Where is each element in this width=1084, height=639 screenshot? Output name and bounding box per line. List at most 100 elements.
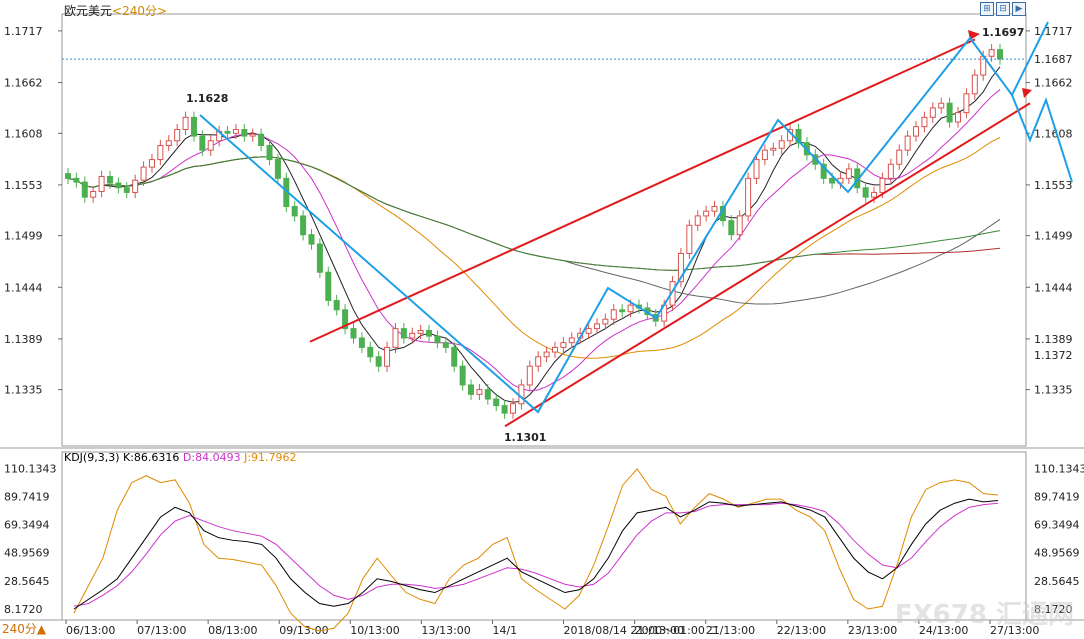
candle-body [333,299,340,311]
y-tick-label-right: 1.1389 [1034,333,1073,346]
candle-body [585,328,592,334]
ma10-line [67,89,1001,392]
candle-body [904,135,911,151]
kdj-tick-label-left: 110.1343 [4,463,57,476]
candle-body [778,140,785,149]
zoom-out-icon[interactable]: ⊟ [996,2,1010,16]
y-tick-label-left: 1.1499 [4,230,43,243]
candle-body [182,116,189,131]
candle-body [367,346,374,358]
candle-body [896,149,903,165]
kdj-k-line [73,498,999,610]
x-tick-label: 14/1 [492,624,517,637]
candle-body [434,335,441,344]
scroll-right-icon[interactable]: ▶ [1012,2,1026,16]
candle-body [871,191,878,198]
candle-body [325,271,332,301]
kdj-tick-label-right: 8.1720 [1034,603,1073,616]
candle-body [308,234,315,245]
kdj-j-line [73,468,999,632]
candle-body [350,328,357,339]
candle-body [98,175,105,192]
candle-body [451,346,458,367]
candle-body [274,159,281,179]
candle-body [249,133,256,137]
candle-body [703,210,710,217]
candle-body [971,74,978,95]
candle-body [207,140,214,151]
candle-body [81,181,88,198]
y-tick-label-right: 1.1553 [1034,179,1073,192]
x-tick-label: 13/13:00 [421,624,470,637]
candle-body [887,163,894,179]
candle-body [770,147,777,151]
watermark-logo: FX678 汇通网 [894,600,1074,630]
main-plot-frame [61,13,1027,447]
candle-body [384,346,391,367]
y-tick-label-left: 1.1553 [4,179,43,192]
candle-body [140,166,147,181]
candle-body [753,159,760,179]
candle-body [761,149,768,161]
x-tick-label: 06/13:00 [66,624,115,637]
candle-body [90,190,97,198]
candle-body [165,140,172,146]
candle-body [190,116,197,137]
projection-path-alt [1011,94,1073,183]
candle-body [442,342,449,348]
kdj-j-value: J:91.7962 [244,451,297,464]
kdj-tick-label-right: 110.1343 [1034,463,1084,476]
chart-header: 欧元美元<240分> [64,2,167,19]
candle-body [551,346,558,353]
x-tick-label: 20/13:00 [635,624,684,637]
y-tick-label-left: 1.1444 [4,281,43,294]
zoom-in-icon[interactable]: ⊞ [980,2,994,16]
candle-body [795,129,802,144]
kdj-tick-label-left: 28.5645 [4,575,50,588]
candle-body [526,365,533,386]
candle-body [946,102,953,123]
y-tick-label-right: 1.1717 [1034,25,1073,38]
candle-body [106,175,113,184]
candle-body [543,351,550,358]
x-tick-label: 23/13:00 [848,624,897,637]
candle-body [929,107,936,118]
y-tick-label-right: 1.1444 [1034,281,1073,294]
x-tick-label: 10/13:00 [350,624,399,637]
candle-body [535,356,542,367]
x-tick-label: 08/13:00 [208,624,257,637]
candle-body [518,384,525,405]
period-selector-button[interactable]: 240分▲ [2,622,47,636]
candle-body [493,398,500,407]
candle-body [476,389,483,395]
candle-body [266,144,273,161]
candle-body [258,133,265,146]
candle-body [997,49,1003,60]
peak-price-label: 1.1697 [982,26,1024,39]
ma-price-tag: 1.1372 [1034,349,1073,362]
high-price-label: 1.1628 [186,92,228,105]
candle-body [392,328,399,348]
y-tick-label-right: 1.1335 [1034,384,1073,397]
candle-body [358,337,365,348]
candle-body [677,252,684,283]
candle-body [694,215,701,226]
y-tick-label-left: 1.1662 [4,77,43,90]
y-tick-label-left: 1.1335 [4,384,43,397]
candle-body [736,215,743,236]
candle-body [132,179,139,193]
candle-body [174,129,181,142]
lower-trendline [504,102,1031,428]
candle-body [224,130,231,134]
ma120-line [67,156,1001,271]
x-tick-label: 07/13:00 [137,624,186,637]
candle-body [417,329,424,334]
candle-body [921,116,928,128]
candle-body [157,144,164,161]
symbol-label: 欧元美元 [64,4,113,18]
candle-body [879,177,886,193]
candle-body [728,220,735,236]
kdj-tick-label-right: 89.7419 [1034,491,1080,504]
candle-body [862,187,869,198]
